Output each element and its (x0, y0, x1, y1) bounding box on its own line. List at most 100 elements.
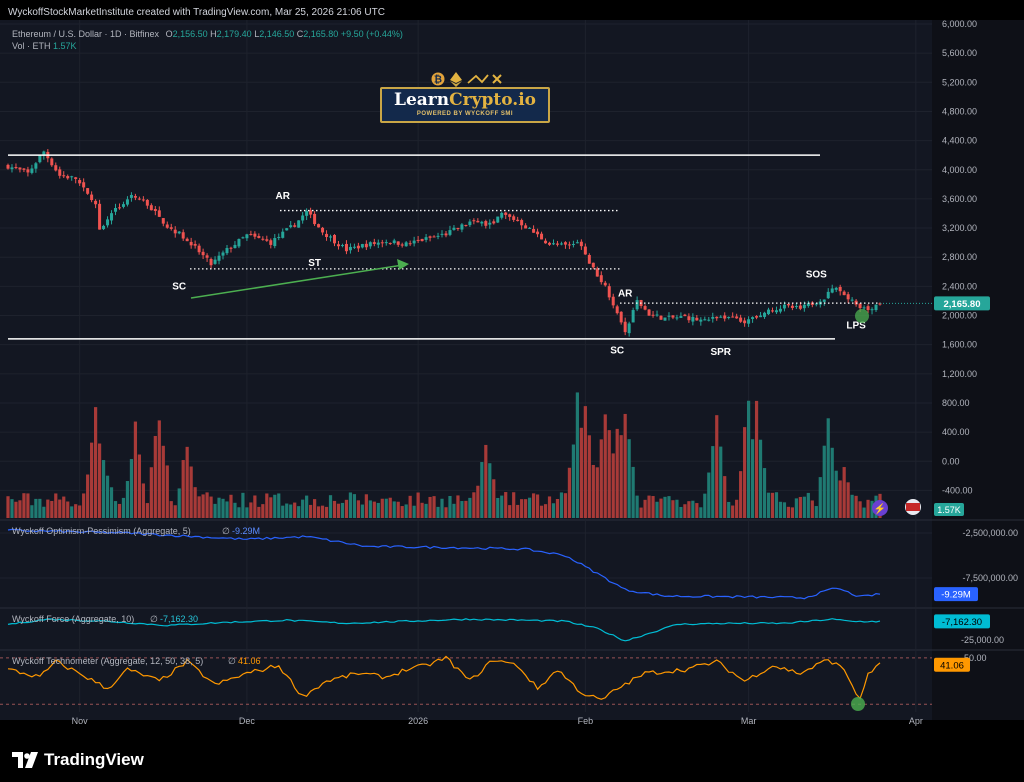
candle (794, 306, 798, 308)
volume-bar (472, 492, 476, 518)
candle (575, 242, 579, 244)
volume-bar (456, 495, 460, 518)
candle (245, 234, 249, 239)
volume-bar (58, 499, 62, 518)
candle (340, 245, 344, 247)
candle (157, 210, 161, 217)
volume-bar (30, 505, 34, 518)
volume-bar (97, 443, 102, 518)
candle (62, 175, 66, 177)
volume-bar (400, 506, 404, 518)
lightning-glyph: ⚡ (874, 502, 886, 515)
volume-bar (810, 500, 814, 518)
volume-bar (101, 460, 106, 518)
candle (671, 315, 675, 318)
volume-bar (10, 499, 14, 518)
volume-bar (201, 494, 205, 518)
candle (420, 238, 424, 242)
volume-bar (141, 483, 145, 518)
volume-bar (420, 502, 424, 518)
candle (165, 224, 169, 228)
volume-bar (376, 502, 380, 518)
wyckoff-annotation: SC (610, 345, 624, 356)
volume-bar (273, 494, 277, 518)
logo-tagline: POWERED BY WYCKOFF SMI (416, 111, 514, 117)
volume-bar (635, 495, 639, 518)
volume-bar (253, 495, 257, 518)
candle (313, 213, 317, 225)
candle (448, 230, 452, 235)
candle (149, 205, 153, 211)
volume-bar (22, 493, 26, 518)
candle (249, 234, 253, 236)
volume-bar (711, 446, 715, 518)
volume-bar (846, 482, 850, 518)
volume-bar (583, 406, 587, 518)
candle (707, 319, 711, 321)
candle (834, 287, 838, 290)
candle (257, 236, 261, 238)
volume-bar (619, 435, 623, 518)
candle (842, 291, 846, 296)
volume-bar (344, 499, 349, 518)
volume-bar (392, 501, 396, 518)
volume-bar (281, 505, 285, 518)
volume-bar (715, 415, 719, 518)
candle (412, 240, 416, 244)
volume-bar (798, 496, 802, 518)
volume-bar (78, 505, 82, 518)
symbol-name[interactable]: Ethereum / U.S. Dollar · 1D · Bitfinex (12, 29, 160, 39)
volume-bar (838, 480, 842, 518)
candle (790, 305, 794, 308)
candle (241, 237, 245, 239)
volume-bar (854, 495, 858, 518)
candle (106, 219, 110, 226)
volume-bar (531, 493, 536, 518)
volume-bar (579, 427, 583, 518)
svg-text:₿: ₿ (434, 74, 442, 86)
volume-bar (794, 498, 798, 518)
candle (90, 194, 94, 201)
volume-bar (464, 500, 468, 518)
volume-bar (707, 472, 711, 518)
candle (711, 316, 715, 319)
volume-bar (790, 507, 795, 518)
candle (110, 213, 114, 221)
volume-bar (181, 460, 185, 518)
candle (567, 244, 571, 246)
candle (117, 207, 121, 209)
candle (655, 314, 659, 316)
volume-bar (432, 496, 436, 518)
candle (38, 155, 42, 163)
ohlc-low-label: L (254, 29, 260, 39)
volume-bar (348, 492, 353, 518)
force-badge (934, 614, 990, 629)
candle (508, 214, 512, 217)
candle (333, 234, 337, 244)
volume-bar (627, 439, 631, 518)
volume-bar (217, 497, 221, 518)
candle (305, 211, 309, 216)
volume-bar (500, 495, 504, 518)
candle (500, 212, 504, 218)
logo-wordmark: LearnCrypto.io (394, 90, 536, 110)
candle (189, 241, 193, 246)
volume-bar (679, 506, 683, 518)
candle (133, 196, 137, 198)
candle (822, 299, 826, 302)
candle (70, 176, 74, 178)
volume-bar (62, 496, 66, 518)
tradingview-branding[interactable]: TradingView (12, 748, 144, 772)
candle (209, 258, 213, 266)
volume-bar (651, 496, 655, 518)
candle (774, 310, 778, 313)
volume-bar (818, 477, 822, 518)
candle (520, 220, 524, 226)
candle (607, 286, 611, 298)
candle (460, 224, 464, 230)
volume-bar (786, 506, 791, 518)
volume-bar (575, 392, 579, 518)
candle (739, 317, 743, 322)
volume-label[interactable]: Vol · ETH (12, 41, 51, 51)
